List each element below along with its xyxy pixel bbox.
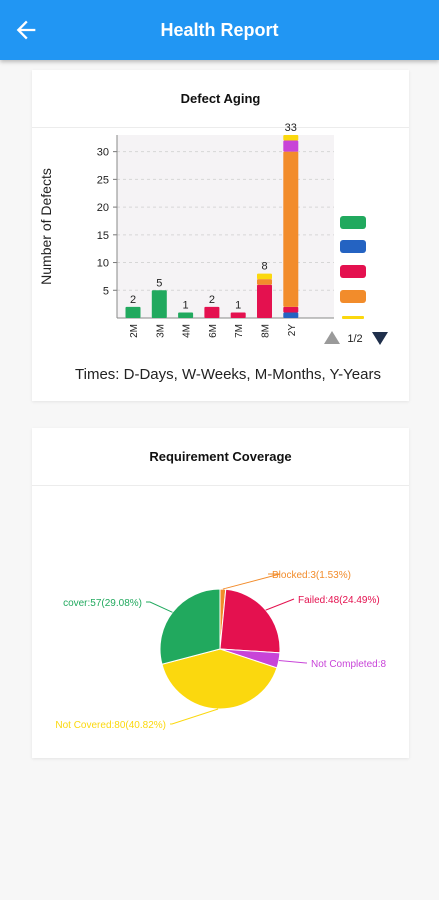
y-tick-label: 5 bbox=[103, 285, 109, 297]
x-tick-label: 2M bbox=[129, 324, 140, 338]
page-title: Health Report bbox=[160, 20, 279, 40]
data-label: 33 bbox=[285, 122, 297, 134]
legend-item[interactable] bbox=[342, 316, 364, 319]
x-tick-label: 3M bbox=[155, 324, 166, 338]
card-title: Defect Aging bbox=[180, 91, 261, 106]
legend-page-indicator: 1/2 bbox=[347, 333, 362, 345]
bar-segment[interactable] bbox=[151, 290, 167, 318]
pie-label: Not Covered:80(40.82%) bbox=[55, 720, 166, 731]
legend-item[interactable] bbox=[340, 290, 366, 303]
pie-label: Blocked:3(1.53%) bbox=[272, 570, 351, 581]
bar-segment[interactable] bbox=[283, 151, 299, 307]
pie-slice[interactable] bbox=[219, 588, 281, 654]
pie-leader-line bbox=[278, 659, 307, 664]
chart-caption: Times: D-Days, W-Weeks, M-Months, Y-Year… bbox=[75, 366, 381, 383]
bar-segment[interactable] bbox=[257, 273, 272, 280]
pie-label: cover:57(29.08%) bbox=[63, 598, 142, 609]
data-label: 1 bbox=[235, 299, 241, 311]
data-label: 5 bbox=[156, 277, 162, 289]
data-label: 8 bbox=[261, 261, 267, 273]
bar-segment[interactable] bbox=[283, 306, 299, 313]
pie-leader-line bbox=[222, 573, 281, 590]
card-header: Requirement Coverage bbox=[32, 428, 409, 486]
y-axis-label: Number of Defects bbox=[38, 168, 54, 285]
card-header: Defect Aging bbox=[32, 70, 409, 128]
x-tick-label: 6M bbox=[208, 324, 219, 338]
defect-aging-chart: 5 10 15 20 25 30 Number of Defects 2 2M 5 3M 1 4M 2 6M… bbox=[38, 122, 388, 383]
y-tick-label: 25 bbox=[97, 174, 109, 186]
bar-segment[interactable] bbox=[230, 312, 246, 318]
pie-slice[interactable] bbox=[159, 588, 221, 665]
data-label: 1 bbox=[183, 299, 189, 311]
x-tick-label: 4M bbox=[182, 324, 193, 338]
legend-item[interactable] bbox=[340, 240, 366, 253]
x-tick-label: 2Y bbox=[287, 324, 298, 337]
bar-segment[interactable] bbox=[125, 306, 141, 318]
legend-item[interactable] bbox=[340, 216, 366, 229]
pie-leader-line bbox=[146, 601, 173, 613]
y-tick-label: 20 bbox=[97, 202, 109, 214]
bar-segment[interactable] bbox=[257, 279, 272, 285]
legend-item[interactable] bbox=[340, 265, 366, 278]
x-tick-label: 7M bbox=[234, 324, 245, 338]
pie-label: Not Completed:8 bbox=[311, 659, 386, 670]
requirement-coverage-chart: Blocked:3(1.53%) Failed:48(24.49%) Not Com… bbox=[55, 570, 386, 731]
data-label: 2 bbox=[209, 294, 215, 306]
bar-segment[interactable] bbox=[204, 306, 220, 318]
defect-aging-card: Defect Aging 5 10 15 20 25 30 Number of Defect… bbox=[32, 70, 409, 401]
bar-segment[interactable] bbox=[257, 284, 272, 318]
legend-next-icon[interactable] bbox=[372, 332, 388, 345]
app-bar: Health Report bbox=[0, 0, 439, 60]
y-tick-label: 30 bbox=[97, 147, 109, 159]
bar-segment[interactable] bbox=[283, 140, 299, 152]
x-tick-label: 8M bbox=[261, 324, 272, 338]
bar-segment[interactable] bbox=[283, 135, 299, 141]
y-tick-label: 15 bbox=[97, 230, 109, 242]
bar-segment[interactable] bbox=[283, 312, 299, 318]
pie-leader-line bbox=[265, 598, 295, 611]
bar-segment[interactable] bbox=[178, 312, 194, 318]
data-label: 2 bbox=[130, 294, 136, 306]
card-title: Requirement Coverage bbox=[149, 449, 292, 464]
pie-leader-line bbox=[170, 708, 219, 725]
legend-prev-icon[interactable] bbox=[324, 331, 340, 344]
requirement-coverage-card: Requirement Coverage Blocked:3(1.53%) Fai… bbox=[32, 428, 409, 758]
y-tick-label: 10 bbox=[97, 258, 109, 270]
pie-label: Failed:48(24.49%) bbox=[298, 595, 380, 606]
arrow-back-icon[interactable] bbox=[12, 16, 40, 44]
